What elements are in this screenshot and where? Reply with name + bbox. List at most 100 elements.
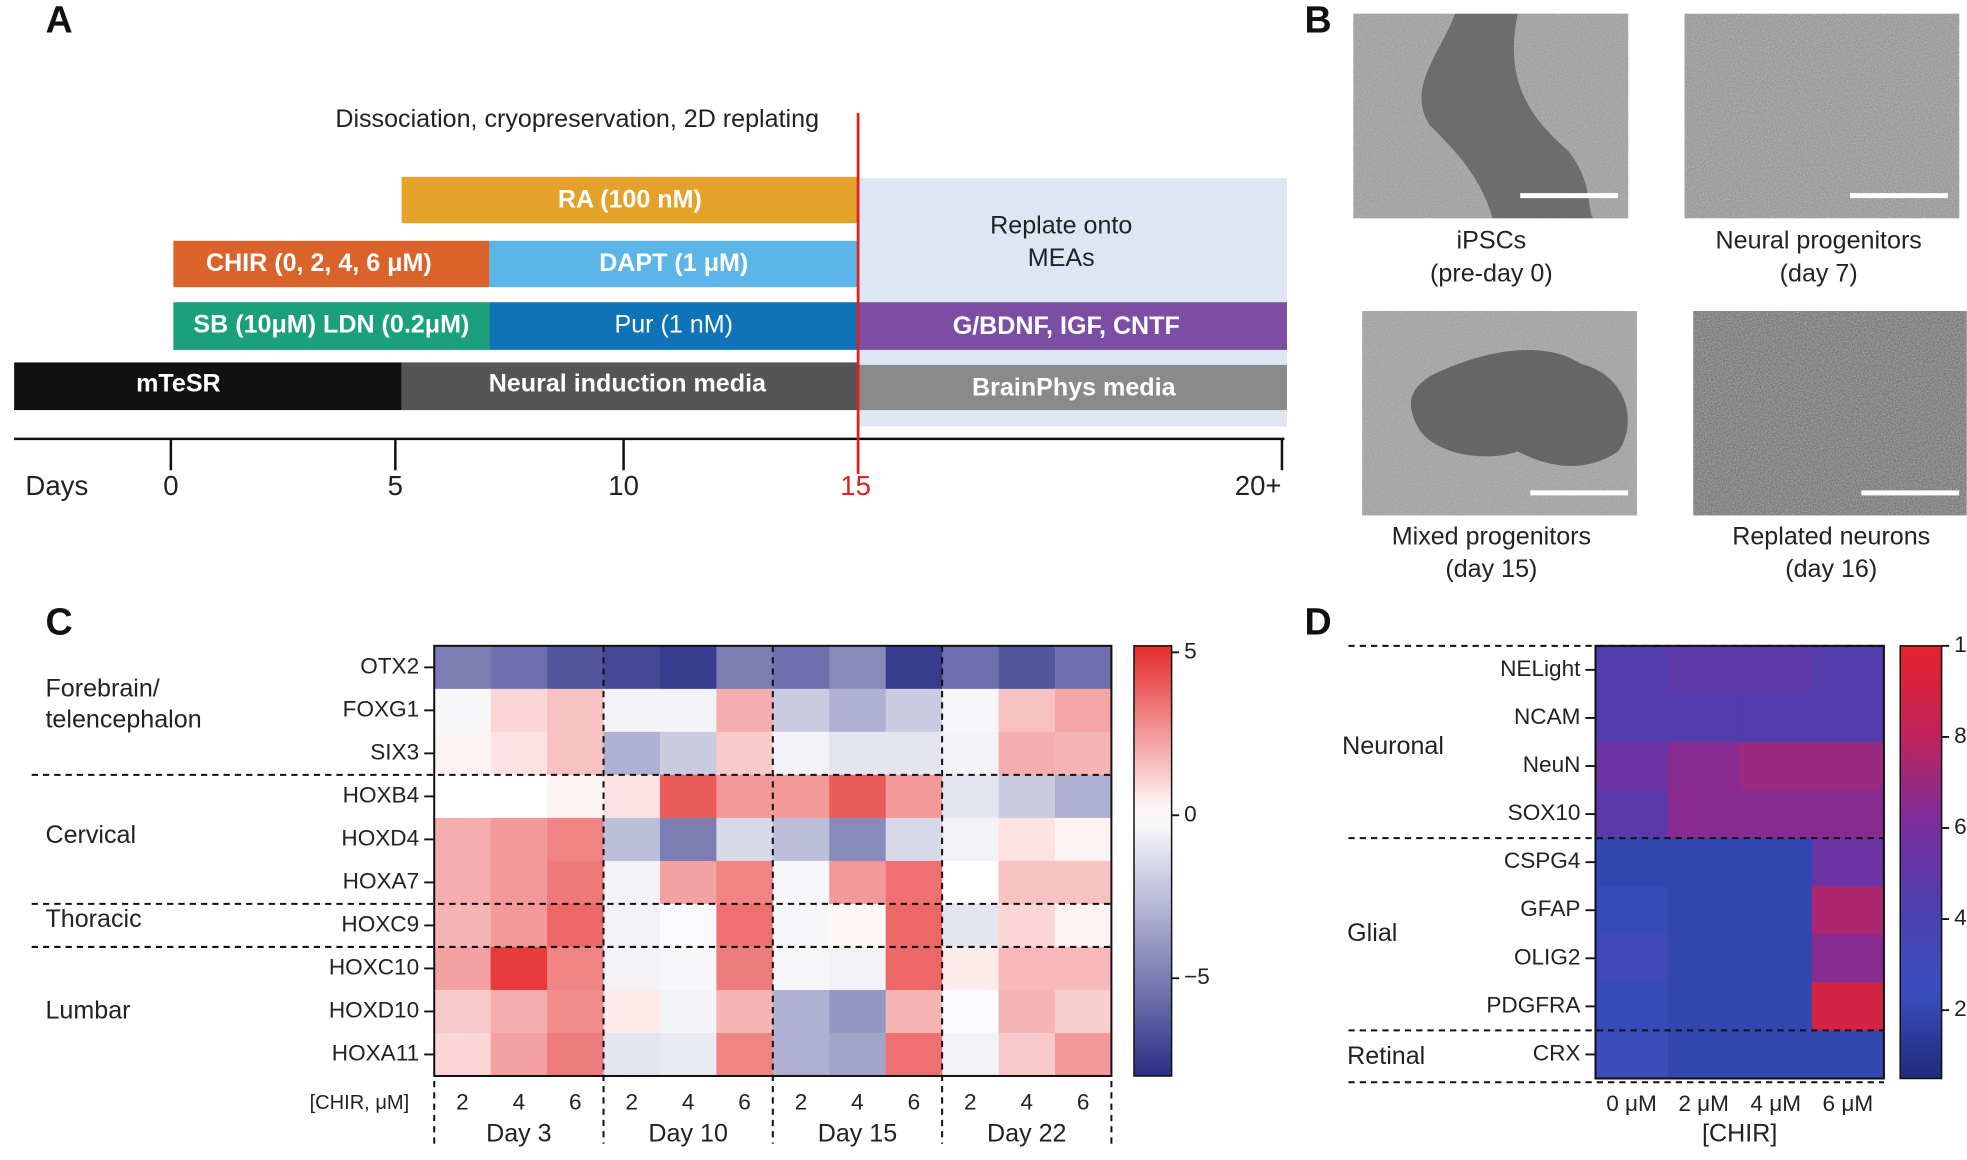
column-label: 2 [795, 1090, 808, 1115]
row-group-label: telencephalon [45, 706, 201, 734]
axis-tick-label: 10 [608, 470, 639, 501]
bar-label: CHIR (0, 2, 4, 6 μM) [206, 249, 432, 277]
heatmap-cell [1739, 838, 1813, 887]
colorbar-tick-label: 6 [1954, 814, 1967, 839]
heatmap-cell [998, 688, 1056, 733]
heatmap-cell [829, 774, 887, 819]
heatmap-cell [716, 817, 774, 862]
heatmap-cell [1739, 982, 1813, 1032]
heatmap-cell [1667, 693, 1741, 743]
column-group-label: Day 10 [648, 1120, 727, 1148]
heatmap-cell [829, 903, 887, 948]
heatmap-cell [547, 817, 605, 862]
heatmap-cell [716, 731, 774, 776]
heatmap-cell [659, 774, 718, 819]
heatmap-cell [1739, 741, 1813, 791]
column-label: 4 [513, 1090, 526, 1115]
row-label: SIX3 [370, 739, 419, 764]
heatmap-cell [659, 1032, 718, 1077]
row-label: CRX [1533, 1040, 1581, 1065]
heatmap-cell [659, 946, 718, 991]
heatmap-cell [547, 645, 605, 690]
heatmap-cell [490, 817, 548, 862]
heatmap-cell [659, 731, 718, 776]
column-label: 6 [569, 1090, 582, 1115]
heatmap-cell [603, 731, 661, 776]
colorbar [1899, 645, 1943, 1080]
heatmap-cell [942, 860, 1000, 905]
heatmap-cell [716, 774, 774, 819]
heatmap-cell [772, 774, 831, 819]
row-group-label: Forebrain/ [45, 674, 159, 702]
heatmap-cell [1739, 934, 1813, 984]
bar-label: RA (100 nM) [558, 185, 702, 213]
axis-label: [CHIR] [1702, 1120, 1777, 1148]
caption: Replated neurons [1732, 523, 1930, 551]
column-label: 4 [851, 1090, 864, 1115]
row-label: SOX10 [1508, 800, 1581, 825]
caption: (day 15) [1445, 555, 1537, 583]
heatmap-cell [829, 688, 887, 733]
heatmap-cell [942, 645, 1000, 690]
row-group-label: Lumbar [45, 997, 130, 1025]
heatmap-cell [547, 903, 605, 948]
heatmap-cell [1739, 645, 1813, 695]
row-label: NeuN [1523, 752, 1581, 777]
heatmap-cell [1739, 1030, 1813, 1080]
heatmap-cell [716, 989, 774, 1034]
row-label: HOXA11 [332, 1040, 419, 1065]
heatmap-cell [1054, 774, 1113, 819]
heatmap-cell [603, 1032, 661, 1077]
heatmap-cell [998, 989, 1056, 1034]
heatmap-cell [998, 903, 1056, 948]
heatmap-cell [490, 731, 548, 776]
column-label: 0 μM [1606, 1091, 1657, 1116]
heatmap-cell [998, 860, 1056, 905]
heatmap-cell [490, 946, 548, 991]
colorbar-tick-label: 4 [1954, 905, 1967, 930]
heatmap-cell [1739, 886, 1813, 936]
heatmap-cell [603, 946, 661, 991]
heatmap-cell [1595, 1030, 1669, 1080]
heatmap-cell [434, 731, 492, 776]
heatmap-cell [603, 860, 661, 905]
column-group-label: Day 3 [486, 1120, 552, 1148]
row-label: NCAM [1514, 704, 1580, 729]
column-label: 4 [682, 1090, 695, 1115]
heatmap-cell [1667, 1030, 1741, 1080]
heatmap-cell [1667, 645, 1741, 695]
heatmap-cell [942, 731, 1000, 776]
heatmap-cell [1054, 645, 1113, 690]
column-label: 4 [1020, 1090, 1033, 1115]
heatmap-cell [490, 774, 548, 819]
bar-label: SB (10μM) LDN (0.2μM) [193, 311, 469, 339]
heatmap-cell [1595, 982, 1669, 1032]
heatmap-cell [1739, 693, 1813, 743]
heatmap-cell [659, 989, 718, 1034]
heatmap-cell [885, 645, 943, 690]
heatmap-cell [885, 688, 943, 733]
heatmap-cell [1811, 741, 1885, 791]
row-label: HOXB4 [343, 782, 420, 807]
caption: Neural progenitors [1716, 227, 1922, 255]
row-label: HOXD10 [329, 997, 419, 1022]
heatmap-cell [1667, 934, 1741, 984]
bar-label: BrainPhys media [972, 373, 1177, 401]
heatmap-cell [1054, 903, 1113, 948]
heatmap-cell [603, 688, 661, 733]
heatmap-cell [829, 946, 887, 991]
caption: iPSCs [1457, 227, 1527, 255]
row-group-label: Glial [1347, 919, 1397, 947]
heatmap-cell [1595, 741, 1669, 791]
heatmap-cell [547, 989, 605, 1034]
row-label: CSPG4 [1504, 848, 1581, 873]
heatmap-cell [659, 860, 718, 905]
heatmap-cell [942, 688, 1000, 733]
heatmap-cell [1667, 982, 1741, 1032]
heatmap-cell [1811, 886, 1885, 936]
heatmap-cell [1811, 645, 1885, 695]
bar [858, 364, 1287, 411]
heatmap-cell [1595, 886, 1669, 936]
column-label: 6 [908, 1090, 921, 1115]
heatmap-cell [1739, 790, 1813, 839]
